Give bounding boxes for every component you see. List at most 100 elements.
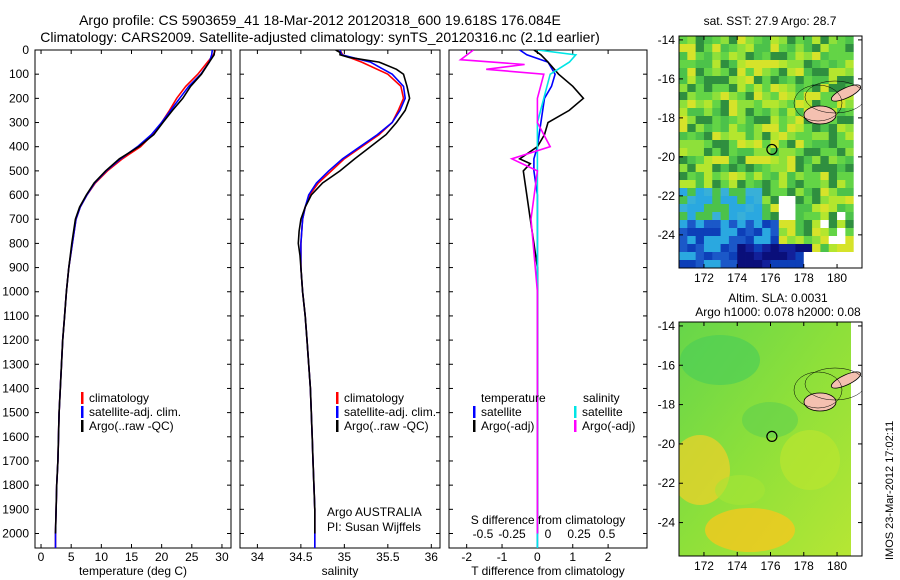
- sst-cell: [687, 68, 697, 77]
- sst-cell: [853, 164, 862, 173]
- sst-cell: [703, 92, 713, 101]
- sst-cell: [687, 204, 697, 213]
- sst-cell: [787, 100, 796, 109]
- sst-cell: [745, 68, 755, 77]
- sst-cell: [679, 244, 688, 253]
- sst-cell: [778, 236, 788, 245]
- sst-cell: [679, 236, 688, 245]
- sst-cell: [737, 244, 746, 253]
- sst-cell: [712, 92, 721, 101]
- sst-cell: [695, 100, 705, 109]
- sst-map-panel: sat. SST: 27.9 Argo: 28.7 -14 -16 -18 -20 -2…: [658, 14, 863, 285]
- sst-cell: [728, 228, 738, 237]
- sst-cell: [728, 220, 738, 229]
- depth-tick-label: 0: [22, 43, 29, 57]
- sst-cell: [787, 68, 796, 77]
- sst-cell: [712, 228, 721, 237]
- sst-cell: [703, 124, 713, 133]
- sst-cell: [720, 180, 730, 189]
- latitude-tick-label: -24: [658, 516, 676, 530]
- sst-cell: [720, 60, 730, 69]
- sst-cell: [845, 116, 855, 125]
- sst-cell: [803, 260, 813, 268]
- legend-label-sal-satellite: satellite: [582, 405, 623, 419]
- depth-tick-label: 700: [9, 212, 29, 226]
- sst-cell: [753, 260, 763, 268]
- sst-cell: [762, 124, 771, 133]
- viti-levu-island: [803, 105, 837, 125]
- sst-cell: [778, 172, 788, 181]
- vanua-levu-island: [830, 371, 862, 389]
- sst-cell: [745, 188, 755, 197]
- sst-cell: [778, 92, 788, 101]
- sst-cell: [728, 148, 738, 157]
- sst-cell: [778, 220, 788, 229]
- x-tick-label: 0: [38, 550, 45, 564]
- sst-cell: [720, 236, 730, 245]
- sst-cell: [687, 220, 697, 229]
- sst-cell: [828, 52, 838, 61]
- sst-cell: [770, 92, 780, 101]
- difference-axes-box: [448, 49, 648, 549]
- sst-cell: [737, 100, 746, 109]
- sst-cell: [812, 252, 821, 261]
- sst-cell: [679, 228, 688, 237]
- sst-cell: [720, 148, 730, 157]
- sst-cell: [837, 140, 846, 149]
- sst-cell: [712, 84, 721, 93]
- sst-cell: [778, 204, 788, 213]
- sst-cell: [712, 100, 721, 109]
- sst-cell: [695, 260, 705, 268]
- sst-cell: [753, 44, 763, 53]
- sst-cell: [712, 252, 721, 261]
- sst-cell: [795, 204, 805, 213]
- sst-cell: [787, 124, 796, 133]
- sst-cell: [803, 124, 813, 133]
- sst-cell: [787, 220, 796, 229]
- sst-cell: [753, 212, 763, 221]
- sst-cell: [837, 76, 846, 85]
- sst-cell: [679, 60, 688, 69]
- x-tick-label: 34.5: [289, 550, 313, 564]
- sst-cell: [787, 196, 796, 205]
- sst-field: [679, 36, 862, 268]
- sst-cell: [770, 180, 780, 189]
- sst-cell: [679, 100, 688, 109]
- longitude-tick-label: 172: [694, 271, 714, 285]
- sst-cell: [695, 132, 705, 141]
- sst-cell: [853, 180, 862, 189]
- sst-cell: [745, 52, 755, 61]
- sst-cell: [695, 44, 705, 53]
- sla-low-anomaly: [680, 335, 760, 385]
- sst-cell: [837, 172, 846, 181]
- sst-cell: [720, 132, 730, 141]
- salinity-panel: 34 34.5 35 35.5 36 salinity climatology sate…: [239, 49, 441, 578]
- depth-tick-label: 400: [9, 140, 29, 154]
- sst-cell: [737, 188, 746, 197]
- sst-cell: [753, 156, 763, 165]
- sst-cell: [853, 60, 862, 69]
- sst-cell: [778, 228, 788, 237]
- legend-swatch-temp-argo: [473, 420, 476, 432]
- sst-cell: [778, 44, 788, 53]
- sst-cell: [770, 148, 780, 157]
- sst-cell: [837, 100, 846, 109]
- sst-cell: [828, 76, 838, 85]
- sst-axis-ticks: -14 -16 -18 -20 -22 -24 172 174 176 178 180: [658, 33, 862, 285]
- sst-cell: [803, 92, 813, 101]
- sst-cell: [720, 228, 730, 237]
- figure-title-line1: Argo profile: CS 5903659_41 18-Mar-2012 …: [79, 12, 561, 28]
- sst-cell: [695, 156, 705, 165]
- sst-cell: [687, 108, 697, 117]
- sst-cell: [837, 260, 846, 268]
- sst-cell: [812, 212, 821, 221]
- sst-cell: [687, 244, 697, 253]
- sst-cell: [803, 204, 813, 213]
- sst-cell: [687, 124, 697, 133]
- sst-cell: [787, 140, 796, 149]
- sst-cell: [820, 124, 830, 133]
- sst-cell: [745, 60, 755, 69]
- sst-cell: [828, 252, 838, 261]
- sst-cell: [770, 116, 780, 125]
- sst-cell: [695, 220, 705, 229]
